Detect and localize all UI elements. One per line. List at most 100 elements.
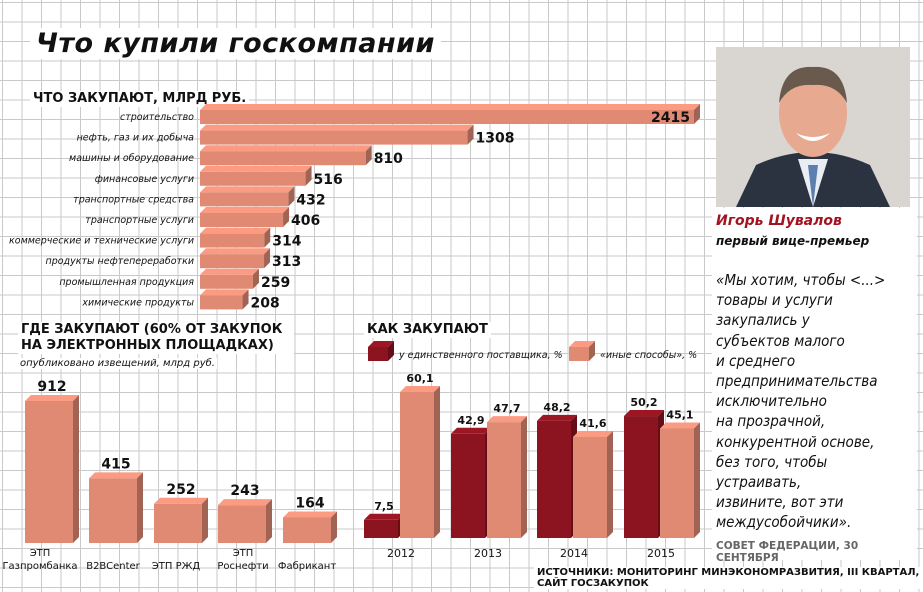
quote-line: конкурентной основе, [716,432,875,451]
gbar-category-label: 2012 [387,547,415,560]
vbar-4 [283,517,331,543]
hbar-0 [200,110,694,124]
hbar-8-top [200,268,259,275]
hbar-1-top [200,124,474,131]
hbar-value-label: 208 [251,295,280,311]
hbar-4-side [288,186,295,207]
vbar-category-label: ЭТП Газпромбанка [2,548,77,572]
gbar-value-label: 50,2 [630,396,657,409]
gbar-s0-1 [451,433,485,538]
gbar-s1-3-side [694,422,700,538]
hbar-value-label: 406 [291,213,320,229]
quote-line: «Мы хотим, чтобы <...> [716,271,886,289]
vbar-category-label: Фабрикант [278,561,336,572]
legend-swatch-0-top [368,341,394,347]
quote-line: устраивать, [716,473,802,492]
quote-line: на прозрачной, [716,412,826,431]
hbar-value-label: 313 [272,254,301,270]
page-title: Что купили госкомпании [30,28,441,59]
vbar-2 [154,503,202,543]
hbar-category-label: продукты нефтепереработки [46,256,195,267]
vbar-value-label: 164 [295,495,324,511]
gbar-value-label: 48,2 [543,401,570,414]
quote-panel [712,208,917,560]
gbar-s0-0 [364,519,398,538]
vbar-1-top [89,472,143,479]
hbar-9-top [200,289,249,296]
hbar-1 [200,130,468,145]
hbar-value-label: 810 [374,151,403,167]
quote-line: исключительно [716,392,827,411]
gbar-s1-0 [400,392,434,538]
gbar-s1-3 [660,428,694,538]
hbar-9 [200,295,243,310]
vbar-4-side [331,511,337,543]
hbar-category-label: строительство [120,112,194,123]
gbar-value-label: 60,1 [406,372,433,385]
hbar-4 [200,192,289,207]
sources-note: ИСТОЧНИКИ: МОНИТОРИНГ МИНЭКОНОМРАЗВИТИЯ,… [534,567,923,589]
legend-swatch-0-side [388,341,394,361]
quote-author-position: первый вице-премьер [716,234,870,248]
hbar-1-side [467,124,474,145]
vbar-3-top [218,499,272,506]
quote-author: Игорь Шувалов [716,213,842,229]
quote-line: без того, чтобы [716,452,828,471]
hbar-value-label: 516 [314,172,343,188]
hbar-7 [200,254,265,269]
hbar-category-label: химические продукты [81,297,194,308]
vbar-3-side [266,499,272,543]
quote-line: междусобойчики». [716,513,852,532]
vbar-2-top [154,497,208,504]
vbar-1-side [137,472,143,543]
hbar-value-label: 2415 [651,110,690,126]
legend-swatch-1-side [589,341,595,361]
gbar-s1-0-side [434,386,440,538]
legend-swatch-1-top [569,341,595,347]
gbar-s1-2-side [607,430,613,538]
gbar-s1-3-top [660,422,700,429]
legend-swatch-1 [569,347,589,361]
gbar-s0-1-top [451,427,491,434]
gbar-s0-3-top [624,410,664,417]
hbar-3-top [200,165,312,172]
hbar-value-label: 314 [272,234,301,250]
hbar-category-label: транспортные услуги [85,215,194,226]
vbar-0-top [25,395,79,401]
hbar-value-label: 1308 [476,131,515,147]
hbar-6-top [200,227,271,234]
hbar-category-label: коммерческие и технические услуги [9,236,194,247]
gbar-s1-2-top [573,430,613,437]
hbar-3 [200,171,306,186]
gbar-s1-0-top [400,386,440,392]
hbar-5 [200,213,284,227]
quote-line: предпринимательства [716,372,878,391]
hbar-5-top [200,207,290,213]
gbar-s1-1-side [521,416,527,538]
gbar-s0-2 [537,420,571,538]
vbar-category-label: ЭТП Роснефти [217,548,268,572]
hbar-3-side [305,165,312,186]
legend-label: «иные способы», % [600,350,697,361]
quote-line: извините, вот эти [716,493,844,512]
chart2-title: ГДЕ ЗАКУПАЮТ (60% ОТ ЗАКУПОК НА ЭЛЕКТРОН… [18,322,294,354]
hbar-value-label: 432 [296,192,325,208]
hbar-2-top [200,145,372,152]
hbar-7-top [200,248,271,255]
hbar-4-top [200,186,295,193]
gbar-value-label: 41,6 [579,417,606,430]
vbar-category-label: B2BCenter [86,561,140,572]
gbar-value-label: 7,5 [374,500,394,513]
hbar-9-side [242,289,249,310]
gbar-category-label: 2014 [560,547,588,560]
vbar-2-side [202,497,208,543]
legend-swatch-0 [368,347,388,361]
gbar-s0-2-top [537,414,577,421]
chart3-title: КАК ЗАКУПАЮТ [364,322,491,338]
hbar-6-side [264,227,271,248]
chart2-subtitle: опубликовано извещений, млрд руб. [18,358,217,369]
portrait-photo [716,47,910,207]
hbar-8-side [252,268,259,289]
vbar-0-side [73,395,79,543]
